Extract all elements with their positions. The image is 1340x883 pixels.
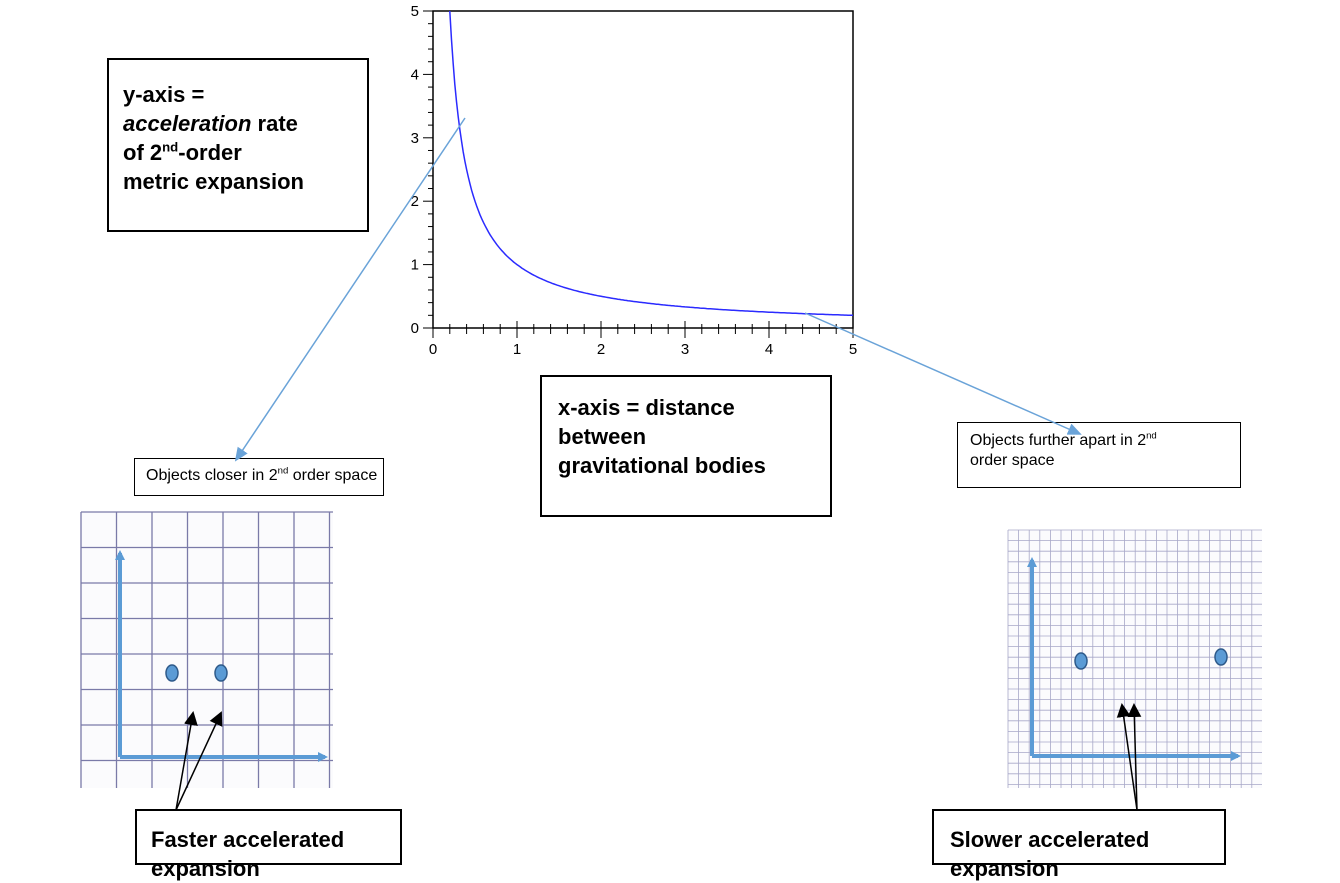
faster-arrow-2 <box>175 711 223 811</box>
y-axis-description-box: y-axis = acceleration rate of 2nd-order … <box>107 58 369 232</box>
x-tick-label: 2 <box>597 341 605 358</box>
inverse-curve-line <box>449 10 853 317</box>
y-tick-label: 4 <box>411 66 419 83</box>
inverse-curve-chart: 0 1 2 3 4 5 0 1 2 3 4 5 <box>411 3 858 358</box>
x-tick-labels: 0 1 2 3 4 5 <box>429 341 857 358</box>
y-tick-labels: 0 1 2 3 4 5 <box>411 3 419 337</box>
x-tick-label: 4 <box>765 341 773 358</box>
near-text: Objects closer in 2 <box>146 467 278 484</box>
y-axis-line3: of 2nd-order <box>123 138 367 167</box>
far-body-1 <box>1074 652 1088 670</box>
x-tick-label: 0 <box>429 341 437 358</box>
x-tick-label: 5 <box>849 341 857 358</box>
x-axis-line3: gravitational bodies <box>558 453 766 478</box>
slower-arrow-2 <box>1127 703 1142 811</box>
far-text: Objects further apart in 2 <box>970 432 1147 449</box>
rate-word: rate <box>251 111 298 136</box>
x-axis-line1: x-axis = distance <box>558 395 735 420</box>
y-tick-label: 5 <box>411 3 419 20</box>
y-axis-line2: acceleration rate <box>123 109 367 138</box>
objects-closer-box: Objects closer in 2nd order space <box>134 458 384 496</box>
y-tick-label: 3 <box>411 130 419 147</box>
near-body-2 <box>214 664 228 682</box>
y-tick-label: 0 <box>411 320 419 337</box>
nd-superscript: nd <box>162 139 179 155</box>
y-tick-label: 1 <box>411 257 419 274</box>
order-text: -order <box>178 140 242 165</box>
diagram-canvas: 0 1 2 3 4 5 0 1 2 3 4 5 <box>80 3 1262 811</box>
near-text-after: order space <box>288 467 378 484</box>
y-tick-label: 2 <box>411 193 419 210</box>
of-2-text: of 2 <box>123 140 163 165</box>
x-axis-description-box: x-axis = distance between gravitational … <box>540 375 832 517</box>
far-line2: order space <box>970 452 1055 469</box>
x-minor-ticks <box>432 321 854 338</box>
slower-arrow-1 <box>1116 703 1138 811</box>
pointer-line-near <box>234 117 466 462</box>
far-body-2 <box>1214 648 1228 666</box>
y-axis-line1: y-axis = <box>123 82 205 107</box>
far-line1: Objects further apart in 2nd <box>970 431 1240 451</box>
near-sup: nd <box>277 465 289 477</box>
x-tick-label: 3 <box>681 341 689 358</box>
plot-frame <box>432 10 854 329</box>
far-sup: nd <box>1146 430 1157 442</box>
faster-arrow-1 <box>175 711 198 811</box>
y-minor-ticks <box>423 10 433 329</box>
near-body-1 <box>165 664 179 682</box>
acceleration-word: acceleration <box>123 111 252 136</box>
objects-further-box: Objects further apart in 2nd order space <box>957 422 1241 488</box>
x-tick-label: 1 <box>513 341 521 358</box>
x-axis-line2: between <box>558 424 647 449</box>
y-axis-line4: metric expansion <box>123 169 304 194</box>
pointer-line-far <box>804 312 1082 435</box>
faster-expansion-box: Faster accelerated expansion <box>135 809 402 881</box>
